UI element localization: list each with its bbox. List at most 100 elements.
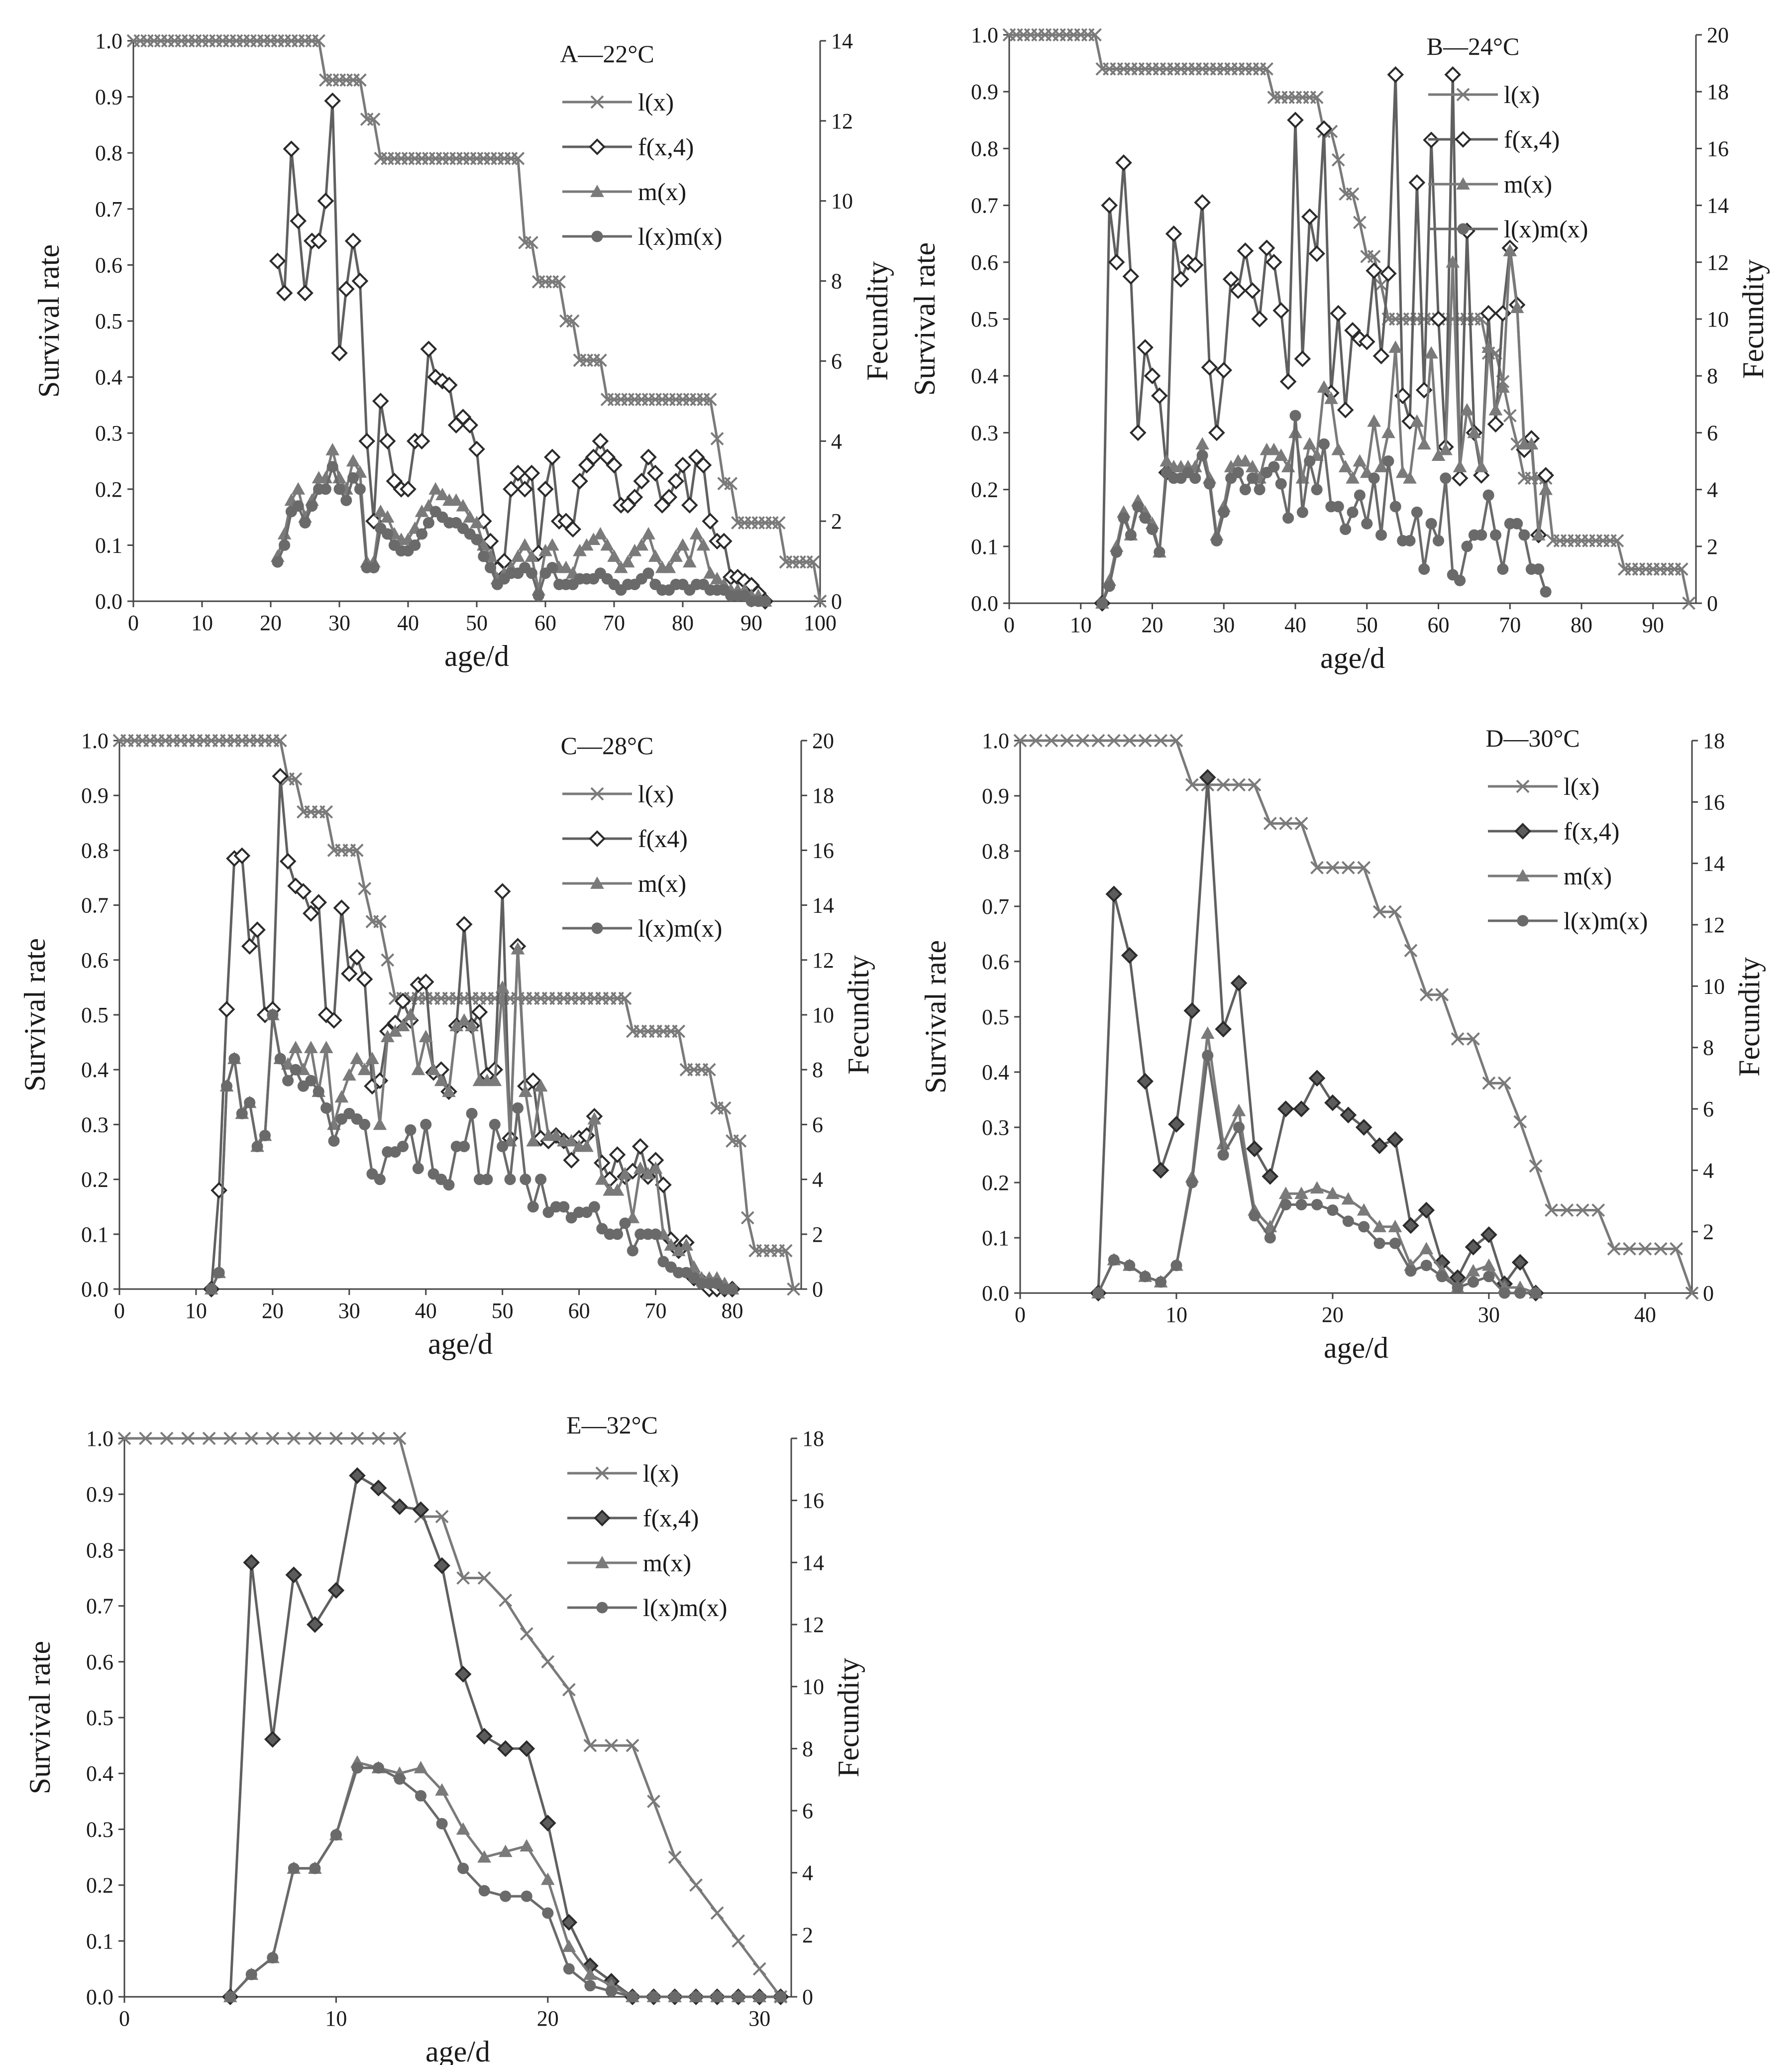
data-point [1511,518,1523,530]
legend-label: f(x,4) [643,1504,699,1532]
legend-item: l(x)m(x) [1488,907,1648,935]
legend-item: f(x,4) [562,133,694,161]
data-point [609,1146,626,1163]
data-point [324,92,341,109]
data-point [1280,1198,1292,1210]
data-point [1326,1187,1340,1199]
data-point [282,1075,294,1087]
data-point [426,1063,440,1076]
y-right-tick-label: 14 [1707,194,1729,218]
data-point [1482,1258,1496,1271]
data-point [1172,271,1189,288]
data-point [1183,1002,1201,1019]
data-point [221,1080,233,1092]
data-point [334,1090,349,1103]
y-left-tick-label: 0.5 [86,1706,113,1730]
data-point [264,1731,281,1748]
y-left-tick-label: 0.5 [81,1003,108,1027]
data-point [1189,472,1201,484]
data-point [1346,471,1360,484]
y-axis-left-title: Survival rate [908,242,941,396]
data-point [710,1906,724,1920]
data-point [509,464,527,482]
x-tick-label: 40 [1634,1303,1656,1327]
y-right-tick-label: 4 [831,429,842,453]
data-point [1215,361,1233,379]
data-point [604,1739,618,1752]
legend-swatch-marker [1517,915,1529,927]
data-point [1310,91,1324,105]
data-point [1296,506,1308,518]
data-point [1529,1159,1543,1173]
data-point [1199,769,1216,786]
data-point [443,1179,455,1191]
y-left-tick-label: 0.4 [971,364,998,388]
x-tick-label: 30 [1478,1303,1500,1327]
data-point [733,1991,744,2003]
data-point [1138,734,1152,748]
data-point [1576,1203,1589,1217]
x-tick-label: 70 [1499,613,1521,637]
data-point [1251,311,1268,327]
series-line [124,1437,782,1998]
data-point [583,1739,597,1752]
data-point [1268,461,1280,473]
data-point [689,1878,703,1892]
data-point [526,567,537,579]
y-left-tick-label: 0.4 [982,1060,1009,1085]
y-left-tick-label: 0.3 [86,1817,113,1842]
series-line [229,1474,781,1998]
data-point [592,433,609,450]
y-right-tick-label: 18 [1703,729,1725,753]
data-point [1610,534,1624,547]
data-point [1417,437,1431,450]
data-point [331,344,348,362]
data-point [297,284,314,302]
data-point [1254,484,1265,496]
data-point [1410,414,1424,427]
data-point [499,1593,513,1607]
data-point [1211,535,1223,546]
data-point [552,275,566,289]
data-point [1368,472,1380,484]
data-point [618,1167,632,1180]
data-point [1233,1121,1245,1133]
data-point [1088,28,1102,42]
data-point [518,1085,532,1097]
data-point [627,1245,638,1257]
data-point [1439,442,1453,455]
y-right-tick-label: 20 [1707,23,1729,47]
y-right-tick-label: 2 [1703,1220,1714,1244]
x-tick-label: 50 [1356,613,1378,637]
x-tick-label: 10 [1070,613,1092,637]
y-right-tick-label: 0 [831,589,842,614]
data-point [344,232,362,249]
data-point [476,1728,493,1745]
data-point [564,1134,579,1147]
y-right-tick-label: 16 [1707,136,1729,161]
data-point [1358,333,1375,350]
data-point [648,549,662,562]
data-point [1115,154,1132,171]
data-point [1195,437,1209,450]
data-point [545,538,559,551]
y-left-tick-label: 0.2 [81,1168,108,1192]
y-axis-left-title: Survival rate [32,244,65,398]
data-point [593,527,608,540]
legend-label: l(x) [1504,81,1540,109]
y-right-tick-label: 6 [1707,421,1718,445]
y-left-tick-label: 0.7 [81,893,108,918]
data-point [1218,506,1230,518]
data-point [1685,1286,1699,1300]
data-point [1215,1020,1232,1038]
data-point [527,1201,539,1213]
y-left-tick-label: 0.8 [971,136,998,161]
data-point [525,1072,542,1089]
legend-label: l(x)m(x) [643,1594,727,1622]
data-point [1326,861,1340,874]
data-point [449,493,463,506]
data-point [1488,403,1503,416]
data-point [409,539,421,551]
data-point [1232,466,1244,478]
legend-item: l(x) [1488,772,1599,800]
